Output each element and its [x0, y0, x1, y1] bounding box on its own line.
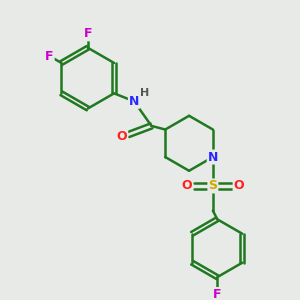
Text: O: O: [182, 179, 192, 193]
Text: S: S: [208, 179, 217, 193]
Text: O: O: [234, 179, 244, 193]
Text: N: N: [208, 151, 218, 164]
Text: F: F: [45, 50, 54, 62]
Text: F: F: [213, 288, 221, 300]
Text: O: O: [117, 130, 127, 142]
Text: N: N: [129, 95, 139, 108]
Text: H: H: [140, 88, 149, 98]
Text: F: F: [83, 27, 92, 40]
